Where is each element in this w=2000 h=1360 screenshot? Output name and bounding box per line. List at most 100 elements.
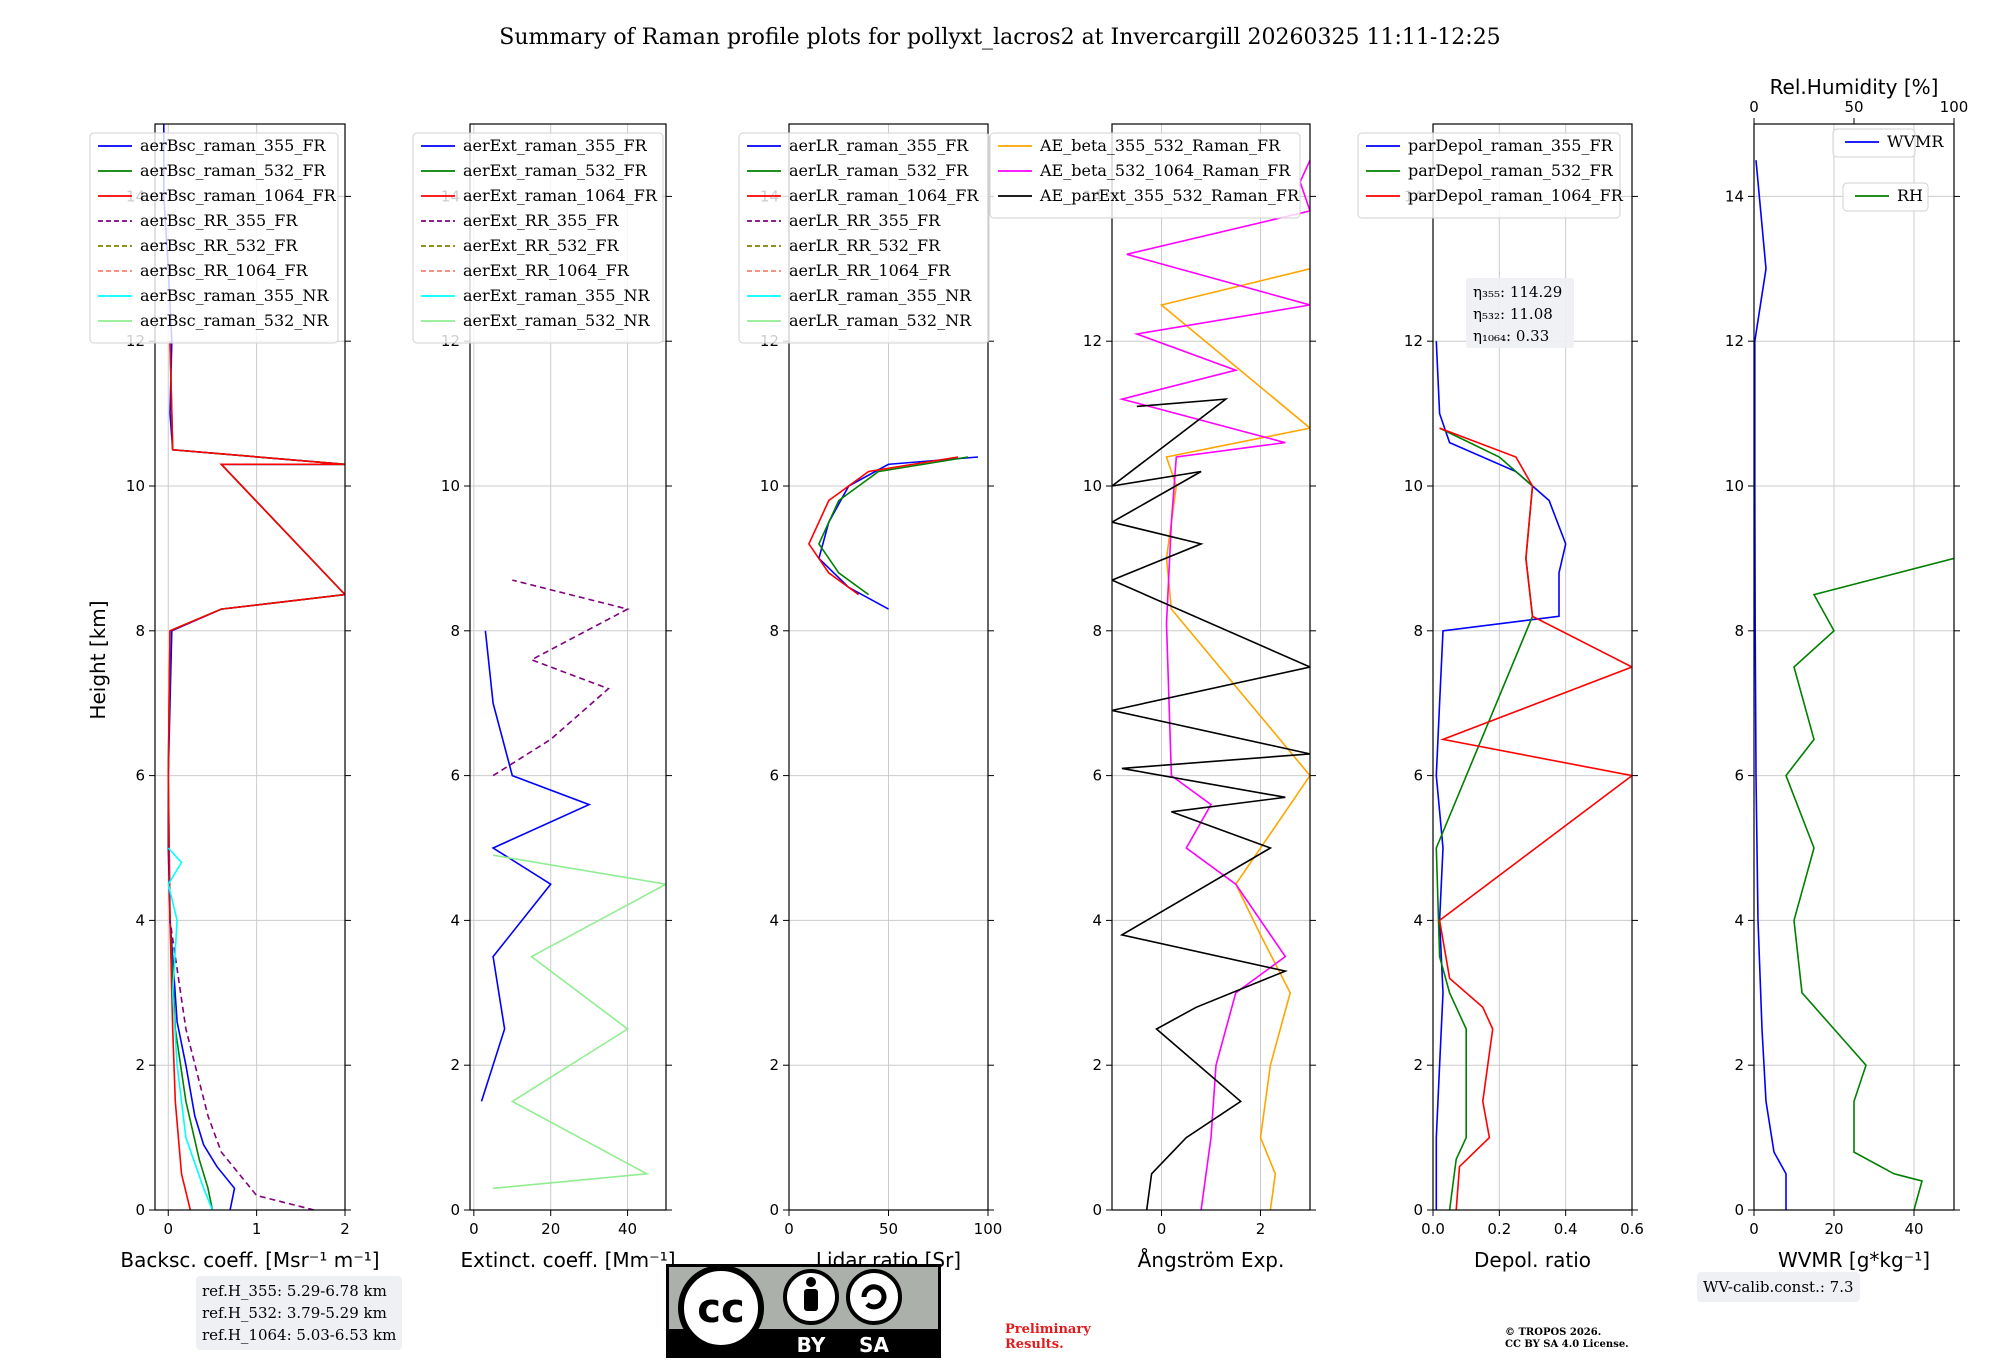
- y-tick-label-bsc-0: 0: [135, 1201, 145, 1219]
- y-tick-label-lr-2: 4: [769, 911, 779, 929]
- top-axis-label-wv: Rel.Humidity [%]: [1770, 75, 1939, 99]
- x-tick-label-ae-0: 0: [1157, 1220, 1167, 1238]
- y-tick-label-bsc-1: 2: [135, 1056, 145, 1074]
- x-tick-label-ae-1: 2: [1256, 1220, 1266, 1238]
- legend-label-lr-2: aerLR_raman_1064_FR: [789, 186, 979, 205]
- x-tick-label-lr-2: 100: [974, 1220, 1003, 1238]
- series-line-AE_parExt_355_532_Raman_FR: [1112, 398, 1310, 1210]
- legend-label-ae-1: AE_beta_532_1064_Raman_FR: [1039, 161, 1291, 180]
- x-tick-label-bsc-0: 0: [163, 1220, 173, 1238]
- y-tick-label-wv-2: 4: [1734, 911, 1744, 929]
- preliminary-note: Preliminary Results.: [1005, 1322, 1091, 1352]
- x-axis-label-bsc: Backsc. coeff. [Msr⁻¹ m⁻¹]: [120, 1248, 379, 1272]
- y-axis-label: Height [km]: [86, 600, 110, 719]
- legend-depol: parDepol_raman_355_FR parDepol_raman_532_…: [1357, 132, 1624, 219]
- legend-label-ext-4: aerExt_RR_532_FR: [463, 236, 620, 255]
- series-line-aerLR_raman_1064_FR: [807, 456, 959, 596]
- series-line-aerExt_raman_532_NR: [492, 854, 666, 1190]
- cc-text: cc: [697, 1286, 744, 1332]
- legend-label-lr-7: aerLR_raman_532_NR: [789, 311, 972, 330]
- figure-title: Summary of Raman profile plots for polly…: [499, 25, 1500, 50]
- eta-eta355: η₃₅₅: 114.29: [1473, 283, 1562, 301]
- wv-calibration-constant: WV-calib.const.: 7.3: [1703, 1278, 1854, 1296]
- cc-by-sa-logo: cc BY SA: [666, 1264, 941, 1358]
- y-tick-label-ext-4: 8: [450, 622, 460, 640]
- legend-wv: WVMR RH: [1832, 128, 1944, 212]
- x-tick-label-depol-3: 0.6: [1620, 1220, 1644, 1238]
- legend-label-lr-5: aerLR_RR_1064_FR: [789, 261, 951, 280]
- y-tick-label-lr-3: 6: [769, 767, 779, 785]
- y-tick-label-lr-4: 8: [769, 622, 779, 640]
- series-group-bsc: [163, 124, 345, 1210]
- eta-eta1064: η₁₀₆₄: 0.33: [1473, 327, 1549, 345]
- series-line-aerLR_raman_355_FR: [818, 456, 979, 610]
- eta-annotation: η₃₅₅: 114.29 η₅₃₂: 11.08 η₁₀₆₄: 0.33: [1466, 278, 1574, 348]
- copyright-line2: CC BY SA 4.0 License.: [1505, 1339, 1629, 1350]
- series-line-aerBsc_raman_1064_FR: [167, 341, 345, 1210]
- wv-calibration-box: WV-calib.const.: 7.3: [1697, 1272, 1860, 1302]
- series-group-wv: [1754, 160, 1954, 1210]
- y-tick-label-depol-0: 0: [1413, 1201, 1423, 1219]
- legend-label-depol-1: parDepol_raman_532_FR: [1408, 161, 1614, 180]
- y-tick-label-ae-0: 0: [1092, 1201, 1102, 1219]
- legend-label-ae-0: AE_beta_355_532_Raman_FR: [1039, 136, 1281, 155]
- x-axis-label-ae: Ångström Exp.: [1138, 1248, 1285, 1272]
- y-tick-label-ae-1: 2: [1092, 1056, 1102, 1074]
- legend-label-lr-0: aerLR_raman_355_FR: [789, 136, 969, 155]
- legend-label-depol-2: parDepol_raman_1064_FR: [1408, 186, 1624, 205]
- y-tick-label-depol-4: 8: [1413, 622, 1423, 640]
- plot-frame-ext: [469, 123, 667, 1211]
- panels: 01202468101214Backsc. coeff. [Msr⁻¹ m⁻¹]…: [89, 75, 1969, 1272]
- series-line-aerExt_RR_355_FR: [492, 579, 630, 777]
- legend-label-lr-4: aerLR_RR_532_FR: [789, 236, 941, 255]
- x-tick-label-depol-0: 0.0: [1421, 1220, 1445, 1238]
- x-tick-label-bsc-1: 1: [252, 1220, 262, 1238]
- panel-depol: 0.00.20.40.602468101214Depol. ratioparDe…: [1357, 123, 1644, 1272]
- plot-frame-bsc: [154, 123, 346, 1211]
- y-tick-label-ext-5: 10: [441, 477, 460, 495]
- copyright-note: © TROPOS 2026. CC BY SA 4.0 License.: [1505, 1327, 1629, 1351]
- by-text: BY: [797, 1333, 826, 1357]
- legend-box-wv-1: [1842, 182, 1929, 212]
- top-tick-label-wv-1: 50: [1844, 98, 1863, 116]
- y-tick-label-wv-4: 8: [1734, 622, 1744, 640]
- y-tick-label-lr-0: 0: [769, 1201, 779, 1219]
- legend-label-bsc-6: aerBsc_raman_355_NR: [140, 286, 329, 305]
- panel-ae: 0202468101214Ångström Exp.AE_beta_355_53…: [989, 123, 1316, 1272]
- legend-label-wv-1: RH: [1897, 186, 1923, 205]
- legend-label-ext-2: aerExt_raman_1064_FR: [463, 186, 658, 205]
- preliminary-line2: Results.: [1005, 1337, 1064, 1352]
- y-tick-label-ext-3: 6: [450, 767, 460, 785]
- legend-box-lr: [738, 132, 990, 344]
- x-tick-label-wv-0: 0: [1749, 1220, 1759, 1238]
- series-line-aerBsc_raman_355_NR: [167, 847, 214, 1210]
- series-line-parDepol_raman_355_FR: [1435, 341, 1567, 1210]
- legend-label-lr-6: aerLR_raman_355_NR: [789, 286, 972, 305]
- legend-label-depol-0: parDepol_raman_355_FR: [1408, 136, 1614, 155]
- y-tick-label-bsc-2: 4: [135, 911, 145, 929]
- legend-label-bsc-1: aerBsc_raman_532_FR: [140, 161, 326, 180]
- legend-label-bsc-2: aerBsc_raman_1064_FR: [140, 186, 337, 205]
- x-tick-label-ext-0: 0: [469, 1220, 479, 1238]
- top-tick-label-wv-2: 100: [1940, 98, 1969, 116]
- series-group-depol: [1435, 341, 1632, 1210]
- series-line-parDepol_raman_532_FR: [1435, 427, 1534, 1210]
- y-tick-label-wv-1: 2: [1734, 1056, 1744, 1074]
- y-tick-label-ae-2: 4: [1092, 911, 1102, 929]
- y-tick-label-ae-3: 6: [1092, 767, 1102, 785]
- legend-label-ext-1: aerExt_raman_532_FR: [463, 161, 648, 180]
- y-tick-label-ae-4: 8: [1092, 622, 1102, 640]
- legend-label-bsc-3: aerBsc_RR_355_FR: [140, 211, 298, 230]
- series-line-parDepol_raman_1064_FR: [1438, 427, 1632, 1210]
- legend-bsc: aerBsc_raman_355_FR aerBsc_raman_532_FRae…: [89, 132, 339, 344]
- x-tick-label-lr-1: 50: [879, 1220, 898, 1238]
- y-tick-label-wv-0: 0: [1734, 1201, 1744, 1219]
- x-tick-label-wv-2: 40: [1904, 1220, 1923, 1238]
- plot-frame-depol: [1432, 123, 1633, 1211]
- y-tick-label-bsc-4: 8: [135, 622, 145, 640]
- y-tick-label-depol-6: 12: [1404, 332, 1423, 350]
- series-line-aerLR_raman_532_FR: [817, 456, 969, 596]
- y-tick-label-ext-0: 0: [450, 1201, 460, 1219]
- ref-height-532: ref.H_532: 3.79-5.29 km: [202, 1304, 387, 1322]
- eta-eta532: η₅₃₂: 11.08: [1473, 305, 1553, 323]
